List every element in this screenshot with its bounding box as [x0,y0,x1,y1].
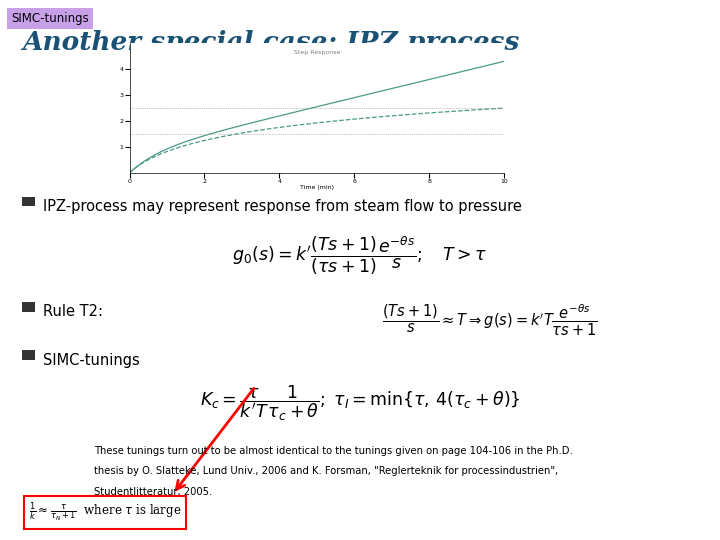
Text: These tunings turn out to be almost identical to the tunings given on page 104-1: These tunings turn out to be almost iden… [94,446,572,456]
Text: Rule T2:: Rule T2: [43,304,103,319]
Bar [22,197,35,206]
Text: thesis by O. Slatteke, Lund Univ., 2006 and K. Forsman, "Reglerteknik for proces: thesis by O. Slatteke, Lund Univ., 2006 … [94,466,558,476]
Bar [22,350,35,360]
Bar [22,302,35,312]
X-axis label: Time (min): Time (min) [300,185,334,191]
Text: SIMC-tunings: SIMC-tunings [43,353,140,368]
Text: Another special case: IPZ process: Another special case: IPZ process [22,30,519,55]
Text: $\dfrac{(Ts+1)}{s} \approx T \Rightarrow g(s) = k'T\dfrac{e^{-\theta s}}{\tau s+: $\dfrac{(Ts+1)}{s} \approx T \Rightarrow… [382,302,598,338]
Text: $K_c = \dfrac{\tau}{k'T}\dfrac{1}{\tau_c+\theta};\; \tau_I = \min\{\tau,\, 4(\ta: $K_c = \dfrac{\tau}{k'T}\dfrac{1}{\tau_c… [199,383,521,423]
Text: SIMC-tunings: SIMC-tunings [11,12,89,25]
Text: Studentlitteratur, 2005.: Studentlitteratur, 2005. [94,487,212,497]
Text: $\frac{1}{k} \approx \frac{\tau}{\tau_N+1}$  where $\tau$ is large: $\frac{1}{k} \approx \frac{\tau}{\tau_N+… [29,501,181,524]
Text: $g_0(s) = k'\dfrac{(Ts+1)}{(\tau s+1)}\dfrac{e^{-\theta s}}{s};\quad T > \tau$: $g_0(s) = k'\dfrac{(Ts+1)}{(\tau s+1)}\d… [233,235,487,277]
Text: IPZ-process may represent response from steam flow to pressure: IPZ-process may represent response from … [43,199,522,214]
Text: Step Response: Step Response [294,50,340,55]
